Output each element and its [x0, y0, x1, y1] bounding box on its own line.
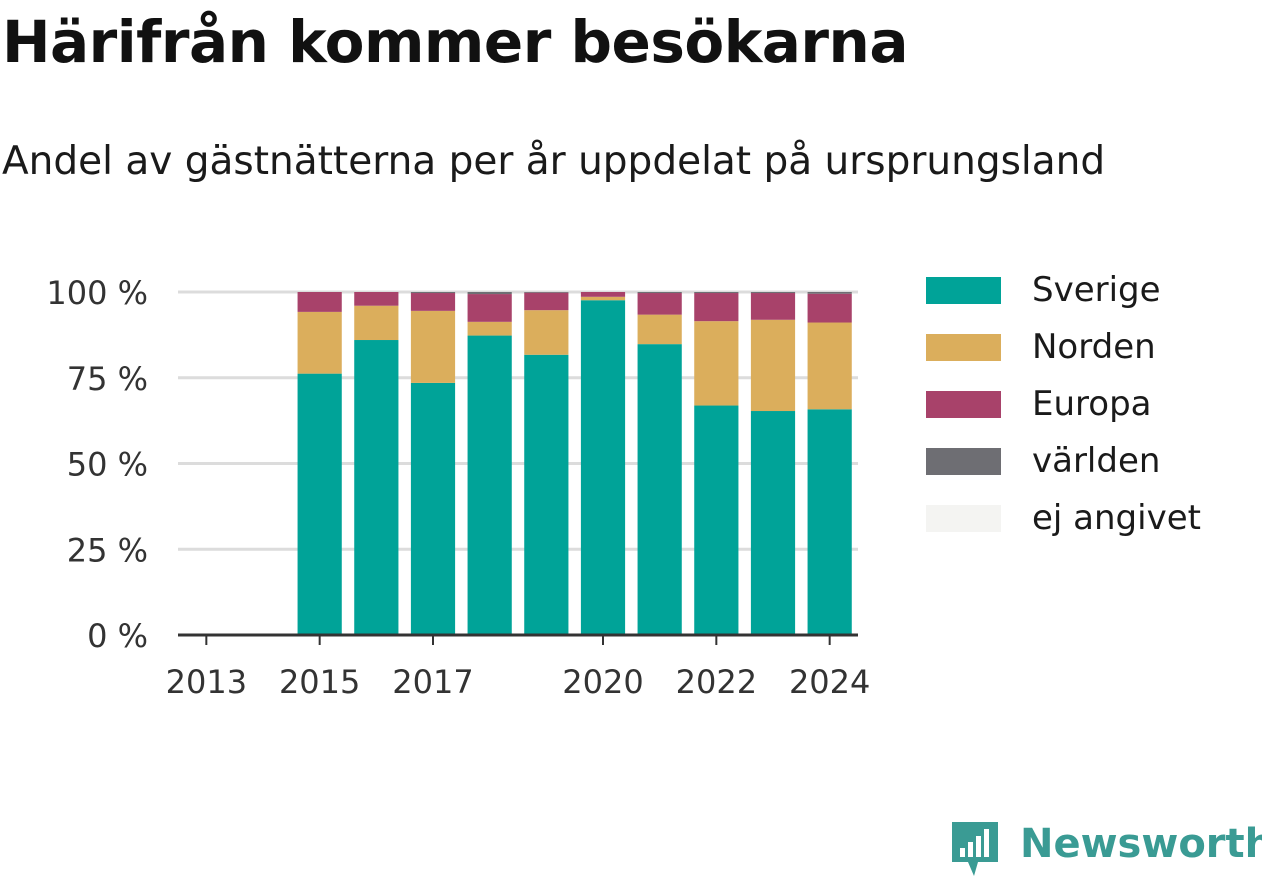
- bar-segment-2023-Norden: [750, 319, 796, 412]
- legend-item: ej angivet: [926, 498, 1246, 538]
- legend-swatch: [926, 505, 1001, 532]
- y-tick-label: 100 %: [46, 274, 148, 312]
- bar-segment-2018-Sverige: [467, 335, 512, 635]
- bar-segment-2023-Europa: [750, 293, 796, 320]
- y-tick-label: 25 %: [67, 531, 148, 569]
- bar-segment-2020-Sverige: [580, 300, 626, 635]
- bar-segment-2016-Norden: [354, 305, 399, 341]
- bar-segment-2024-Norden: [807, 322, 852, 410]
- x-tick-label: 2022: [676, 663, 757, 701]
- legend-label: Europa: [1032, 384, 1152, 424]
- bar-segment-2019-världen: [524, 292, 569, 293]
- x-tick-label: 2015: [279, 663, 360, 701]
- bar-segment-2023-Sverige: [750, 411, 796, 635]
- x-tick-labels: 2013 2015 2017 2020 2022 2024: [166, 663, 871, 701]
- bar-segment-2019-Sverige: [524, 354, 569, 635]
- bar-segment-2019-Norden: [524, 310, 569, 355]
- bar-segment-2021-världen: [637, 292, 682, 294]
- stacked-bar-chart: 0 % 25 % 50 % 75 % 100 % 2013 2015 2017 2020 202…: [46, 274, 871, 701]
- legend-swatch: [926, 277, 1001, 304]
- bar-segment-2018-Europa: [467, 294, 512, 322]
- bar-segment-2018-Norden: [467, 321, 512, 336]
- grid-lines: [178, 290, 858, 551]
- bar-segment-2023-världen: [750, 292, 796, 294]
- bar-segment-2022-världen: [694, 292, 739, 294]
- bar-segment-2020-Europa: [580, 292, 626, 297]
- brand-name: Newsworthy: [1020, 821, 1262, 867]
- bar-segment-2017-Europa: [410, 293, 456, 311]
- bar-segment-2020-Norden: [580, 296, 626, 301]
- bar-segment-2024-världen: [807, 292, 852, 294]
- bar-segment-2017-Sverige: [410, 382, 456, 635]
- y-tick-label: 50 %: [67, 446, 148, 484]
- x-tick-label: 2024: [789, 663, 870, 701]
- bar-segment-2016-Europa: [354, 292, 399, 306]
- x-tick-label: 2017: [392, 663, 473, 701]
- x-tick-label: 2020: [562, 663, 643, 701]
- legend-swatch: [926, 334, 1001, 361]
- y-tick-labels: 0 % 25 % 50 % 75 % 100 %: [46, 274, 148, 655]
- bar-segment-2022-Sverige: [694, 405, 739, 635]
- bar-segment-2017-världen: [410, 292, 456, 294]
- x-tick-label: 2013: [166, 663, 247, 701]
- bar-segment-2015-Sverige: [297, 373, 342, 635]
- bar-segment-2021-Europa: [637, 293, 682, 315]
- legend-item: Europa: [926, 384, 1246, 424]
- y-tick-label: 75 %: [67, 360, 148, 398]
- bar-segment-2022-Europa: [694, 293, 739, 322]
- legend-label: världen: [1032, 441, 1161, 481]
- bar-segment-2015-Norden: [297, 311, 342, 374]
- chart-subtitle: Andel av gästnätterna per år uppdelat på…: [2, 139, 1106, 184]
- legend-item: världen: [926, 441, 1246, 481]
- bar-segment-2024-Sverige: [807, 409, 852, 635]
- bar-segment-2016-Sverige: [354, 340, 399, 635]
- bar-segment-2015-Europa: [297, 292, 342, 312]
- legend-item: Norden: [926, 327, 1246, 367]
- bar-segment-2024-Europa: [807, 293, 852, 323]
- legend-item: Sverige: [926, 270, 1246, 310]
- legend-swatch: [926, 391, 1001, 418]
- bar-segment-2021-Sverige: [637, 344, 682, 635]
- bar-segment-2022-Norden: [694, 321, 739, 406]
- legend-label: Norden: [1032, 327, 1156, 367]
- legend-label: ej angivet: [1032, 498, 1201, 538]
- bar-segment-2018-världen: [467, 292, 512, 295]
- x-axis: [178, 633, 858, 645]
- legend-swatch: [926, 448, 1001, 475]
- legend-label: Sverige: [1032, 270, 1161, 310]
- chart-title: Härifrån kommer besökarna: [2, 8, 908, 76]
- bars: [297, 292, 852, 635]
- bar-segment-2021-Norden: [637, 314, 682, 345]
- newsworthy-logo-icon: [952, 822, 998, 876]
- bar-segment-2017-Norden: [410, 310, 456, 383]
- y-tick-label: 0 %: [87, 617, 148, 655]
- newsworthy-brand: Newsworthy: [948, 816, 1262, 878]
- bar-segment-2019-Europa: [524, 292, 569, 311]
